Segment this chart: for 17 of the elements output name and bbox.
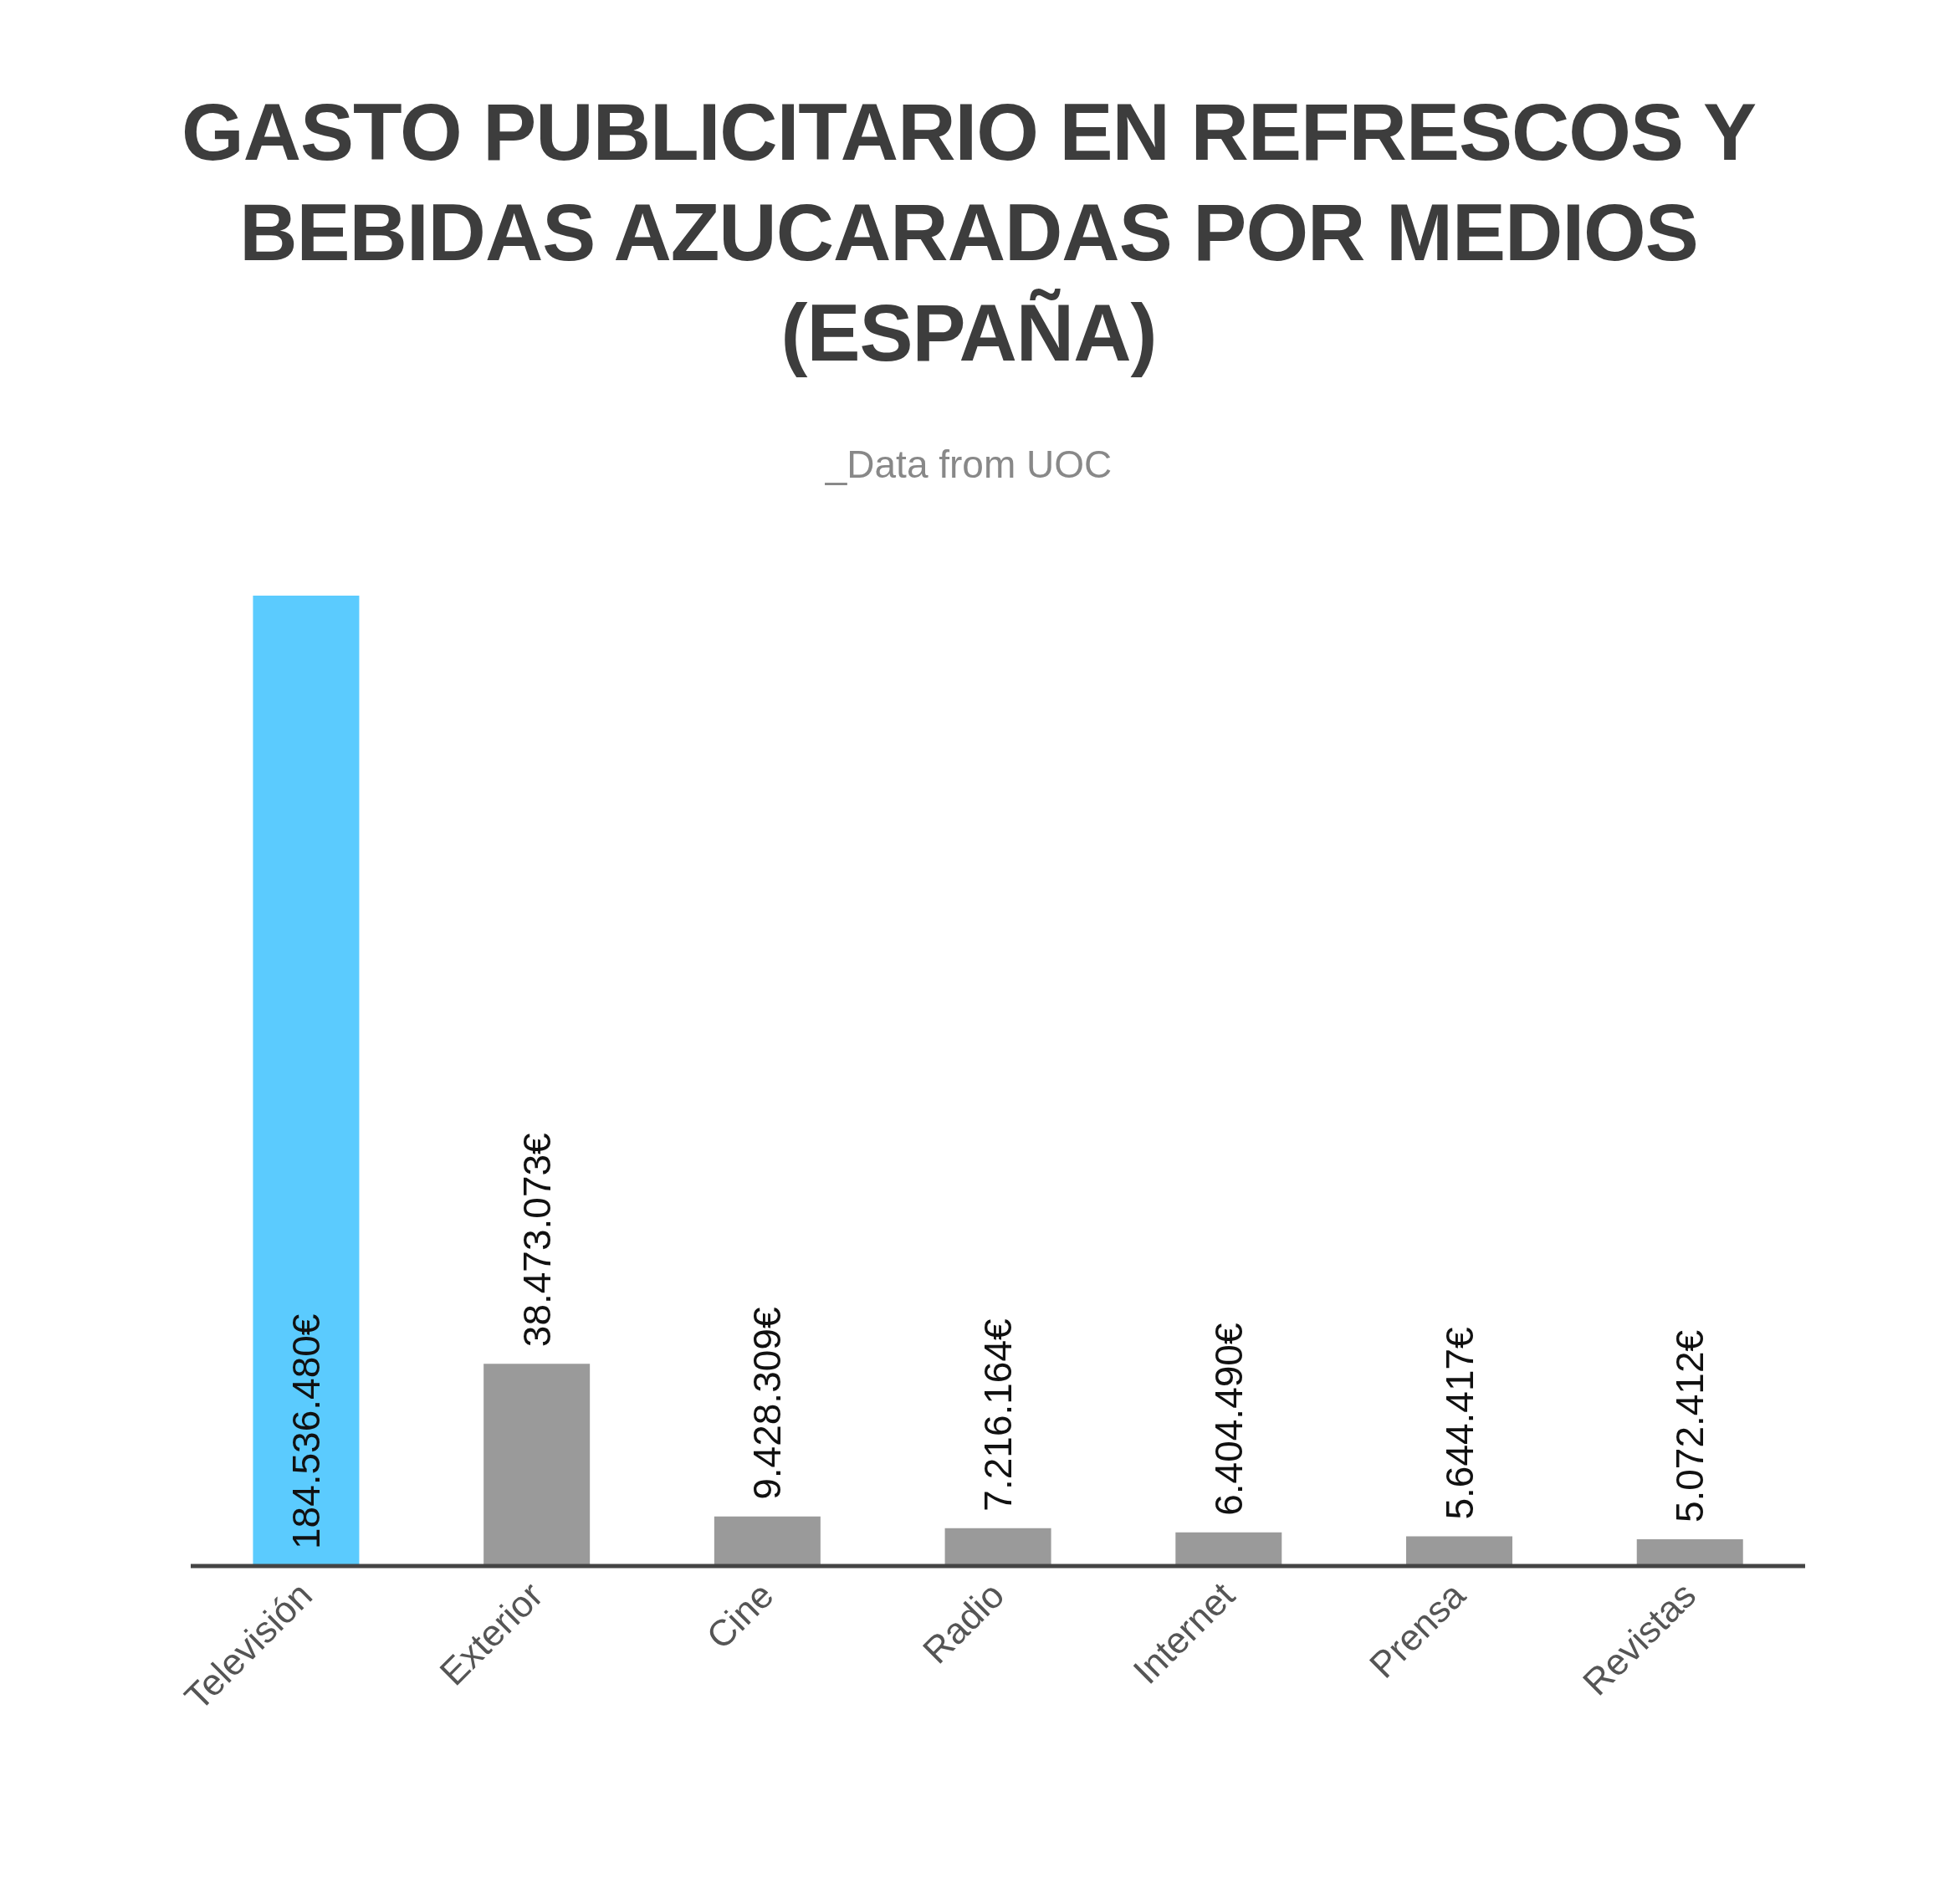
- data-label: 184.536.480€: [284, 1313, 329, 1549]
- data-label: 38.473.073€: [514, 1133, 559, 1348]
- data-label: 7.216.164€: [976, 1318, 1021, 1512]
- x-tick-label: Cine: [698, 1574, 781, 1657]
- data-label: 9.428.309€: [745, 1307, 790, 1500]
- data-label: 6.404.490€: [1206, 1323, 1251, 1516]
- data-label: 5.072.412€: [1668, 1329, 1712, 1523]
- bar: [483, 1364, 591, 1566]
- bar: [1406, 1536, 1513, 1566]
- bar: [1636, 1539, 1743, 1566]
- bar: [944, 1528, 1051, 1566]
- data-label: 5.644.417€: [1437, 1327, 1481, 1520]
- bar: [253, 596, 360, 1566]
- chart-subtitle: _Data from UOC: [824, 442, 1113, 487]
- chart-title: GASTO PUBLICITARIO EN REFRESCOS Y BEBIDAS AZUCARADAS POR MEDIOS (ESPAÑA): [181, 86, 1757, 379]
- bar: [1175, 1532, 1282, 1566]
- bar: [714, 1516, 821, 1566]
